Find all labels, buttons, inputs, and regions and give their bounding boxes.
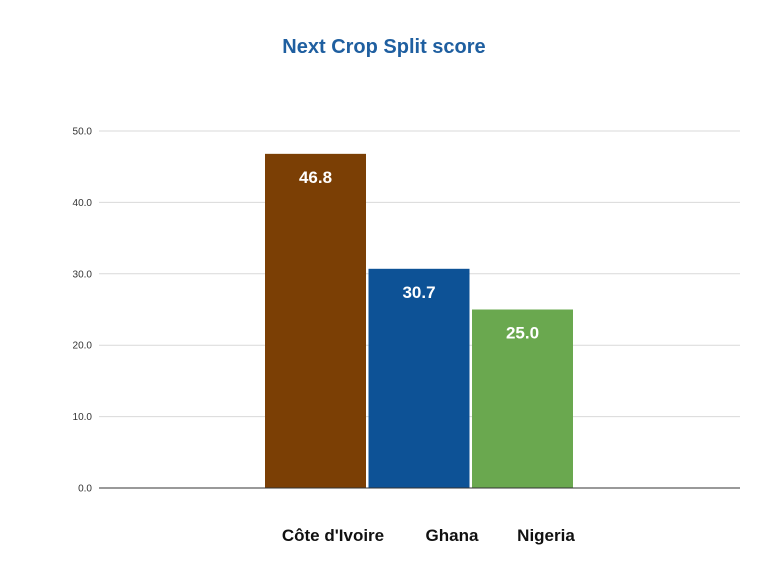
bar-0	[265, 153, 366, 488]
y-tick-label: 40.0	[73, 198, 93, 209]
y-tick-label: 20.0	[73, 341, 93, 352]
bar-2	[472, 309, 573, 488]
data-labels: 46.8 30.7 25.0	[299, 168, 539, 343]
category-label: Côte d'Ivoire	[282, 526, 384, 545]
chart-title: Next Crop Split score	[282, 36, 485, 58]
data-label: 25.0	[506, 324, 539, 343]
bar-1	[368, 268, 470, 488]
y-tick-label: 10.0	[73, 412, 93, 423]
category-label: Ghana	[426, 526, 479, 545]
data-label: 30.7	[402, 283, 435, 302]
bars	[265, 153, 573, 488]
y-tick-label: 0.0	[78, 484, 92, 495]
category-label: Nigeria	[517, 526, 575, 545]
y-tick-label: 50.0	[73, 127, 93, 138]
y-tick-label: 30.0	[73, 269, 93, 280]
data-label: 46.8	[299, 168, 332, 187]
category-labels: Côte d'Ivoire Ghana Nigeria	[282, 526, 576, 545]
y-axis-tick-labels: 0.0 10.0 20.0 30.0 40.0 50.0	[73, 127, 93, 495]
